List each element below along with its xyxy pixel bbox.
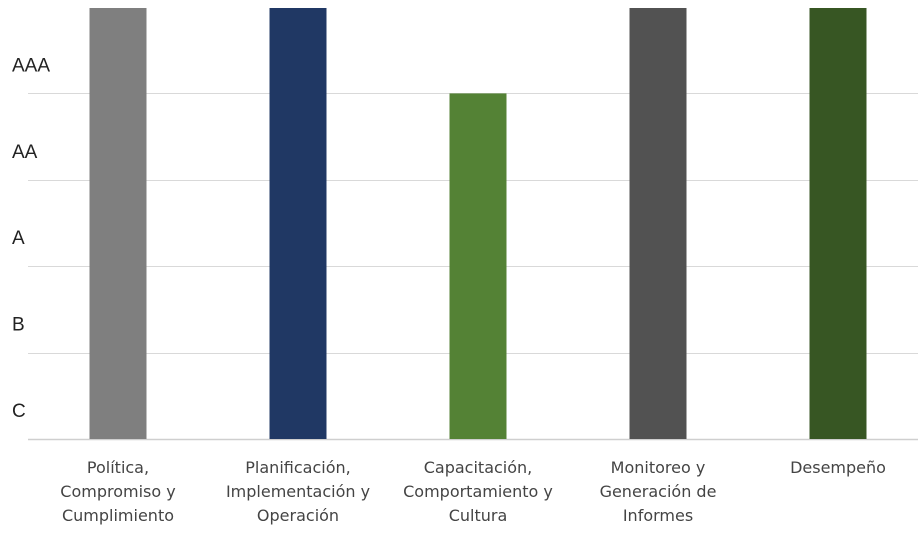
x-tick-label: Generación de bbox=[600, 482, 717, 501]
bar bbox=[89, 8, 147, 439]
x-axis-tick-labels: Política, Compromiso y Cumplimiento Planifi… bbox=[60, 458, 886, 525]
x-tick-label: Cumplimiento bbox=[62, 506, 174, 525]
x-tick-label: Planificación, bbox=[245, 458, 350, 477]
bars bbox=[89, 8, 867, 440]
y-tick-label: AAA bbox=[12, 55, 50, 76]
x-tick-label: Compromiso y bbox=[60, 482, 175, 501]
y-tick-label: C bbox=[12, 401, 26, 422]
x-tick-label: Desempeño bbox=[790, 458, 886, 477]
bar bbox=[629, 8, 687, 439]
y-tick-label: B bbox=[12, 315, 25, 336]
y-tick-label: A bbox=[12, 228, 25, 249]
x-tick-label: Cultura bbox=[449, 506, 508, 525]
bar bbox=[269, 8, 327, 439]
x-tick-label: Monitoreo y bbox=[611, 458, 706, 477]
y-tick-label: AA bbox=[12, 142, 38, 163]
bar bbox=[809, 8, 867, 439]
x-tick-label: Capacitación, bbox=[424, 458, 533, 477]
x-tick-label: Política, bbox=[87, 458, 149, 477]
bar bbox=[449, 93, 507, 440]
x-tick-label: Implementación y bbox=[226, 482, 370, 501]
x-tick-label: Informes bbox=[623, 506, 693, 525]
x-tick-label: Operación bbox=[257, 506, 339, 525]
x-tick-label: Comportamiento y bbox=[403, 482, 553, 501]
